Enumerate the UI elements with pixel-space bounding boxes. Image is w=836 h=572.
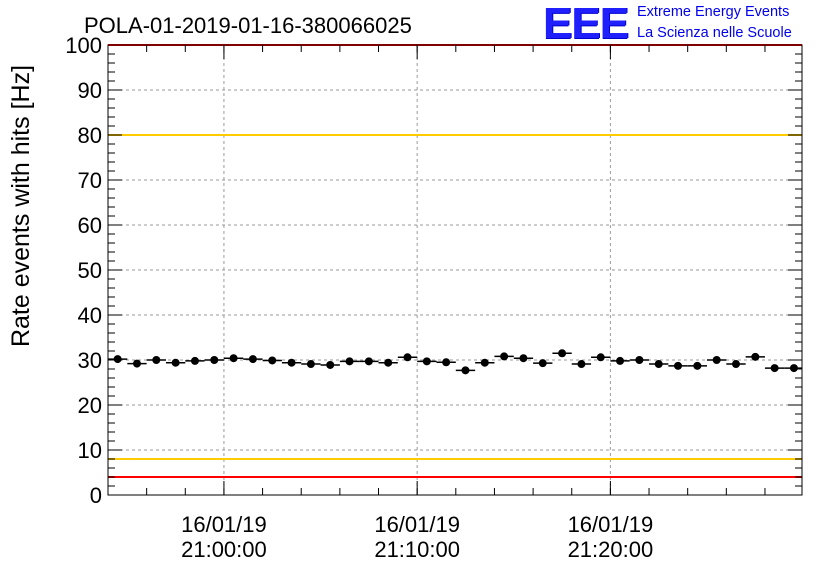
- y-tick-label: 70: [78, 168, 102, 193]
- logo-line-2: La Scienza nelle Scuole: [637, 25, 792, 41]
- data-point: [480, 358, 489, 367]
- data-points: [108, 349, 802, 375]
- data-point: [596, 353, 605, 362]
- y-tick-label: 40: [78, 303, 102, 328]
- data-point: [770, 364, 779, 373]
- x-tick-time-label: 21:00:00: [181, 537, 267, 562]
- data-point: [712, 356, 721, 364]
- x-tick-date-label: 16/01/19: [374, 512, 460, 537]
- y-tick-label: 60: [78, 213, 102, 238]
- data-point: [248, 355, 257, 364]
- data-point: [113, 355, 122, 364]
- data-point: [326, 360, 335, 369]
- data-point: [132, 359, 141, 368]
- x-tick-date-label: 16/01/19: [568, 512, 654, 537]
- data-point: [616, 356, 625, 365]
- data-point: [751, 352, 760, 361]
- data-point: [364, 357, 373, 366]
- reference-lines: [108, 44, 802, 478]
- data-point: [229, 354, 238, 363]
- data-point: [674, 361, 683, 370]
- chart-title: POLA-01-2019-01-16-380066025: [84, 13, 412, 38]
- data-point: [500, 352, 509, 361]
- data-point: [538, 359, 547, 368]
- data-point: [403, 353, 412, 362]
- data-point: [635, 356, 644, 364]
- data-point: [306, 360, 315, 369]
- plot-frame: [107, 44, 803, 496]
- data-point: [789, 364, 798, 373]
- x-tick-date-label: 16/01/19: [181, 512, 267, 537]
- data-point: [461, 366, 470, 375]
- data-point: [171, 358, 180, 367]
- data-point: [693, 361, 702, 370]
- data-point: [654, 360, 663, 369]
- y-tick-label: 0: [90, 483, 102, 508]
- data-point: [577, 360, 586, 369]
- data-point: [152, 356, 161, 364]
- data-point: [210, 356, 219, 364]
- data-point: [519, 354, 528, 363]
- y-tick-label: 90: [78, 78, 102, 103]
- y-tick-label: 50: [78, 258, 102, 283]
- axis-ticks: [107, 44, 802, 496]
- data-point: [287, 358, 296, 367]
- y-tick-label: 80: [78, 123, 102, 148]
- data-point: [190, 356, 199, 365]
- data-point: [345, 357, 354, 366]
- x-tick-time-label: 21:10:00: [374, 537, 460, 562]
- grid: [108, 45, 802, 495]
- eee-logo: EEE: [543, 0, 629, 48]
- data-point: [268, 356, 277, 365]
- data-point: [558, 349, 567, 358]
- x-tick-time-label: 21:20:00: [568, 537, 654, 562]
- y-tick-label: 30: [78, 348, 102, 373]
- y-tick-label: 10: [78, 438, 102, 463]
- y-tick-label: 20: [78, 393, 102, 418]
- data-point: [731, 360, 740, 369]
- tick-labels: 010203040506070809010016/01/1921:00:0016…: [65, 33, 653, 562]
- y-tick-label: 100: [65, 33, 102, 58]
- data-point: [442, 358, 451, 367]
- data-point: [384, 358, 393, 367]
- logo-line-1: Extreme Energy Events: [637, 4, 790, 20]
- y-axis-label: Rate events with hits [Hz]: [7, 65, 35, 347]
- data-point: [422, 357, 431, 366]
